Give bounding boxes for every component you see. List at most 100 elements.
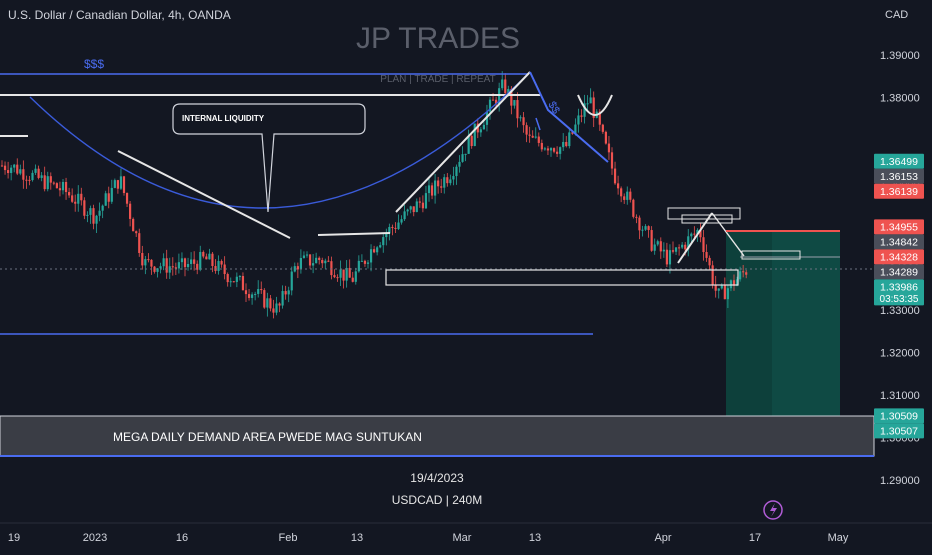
candle-body xyxy=(333,275,336,278)
candle-body xyxy=(434,180,437,196)
candle-body xyxy=(662,249,665,252)
candle-body xyxy=(610,152,614,169)
candle-body xyxy=(58,188,62,191)
candle-body xyxy=(321,259,324,264)
candle-body xyxy=(269,298,272,309)
candle-body xyxy=(168,266,171,273)
candle-body xyxy=(455,166,458,177)
time-axis[interactable]: 19 2023 16 Feb 13 Mar 13 Apr 17 May xyxy=(8,532,849,544)
x-tick-label: 16 xyxy=(176,532,188,544)
candle-body xyxy=(403,211,406,220)
candle-body xyxy=(659,241,662,252)
countdown-label: 03:53:35 xyxy=(880,294,919,305)
candle-body xyxy=(260,289,263,291)
candle-body xyxy=(711,265,714,285)
watermark-title: JP TRADES xyxy=(356,22,520,55)
candle-body xyxy=(397,222,400,229)
candle-body xyxy=(562,141,565,148)
candle-body xyxy=(77,193,80,204)
candle-body xyxy=(104,193,107,206)
candle-body xyxy=(315,257,318,264)
candle-body xyxy=(363,260,367,264)
entry-box xyxy=(741,250,801,260)
candle-body xyxy=(382,237,385,246)
candle-body xyxy=(583,103,586,117)
candle-body xyxy=(229,281,232,283)
candle-body xyxy=(601,124,604,132)
price-badge xyxy=(874,264,924,280)
candle-body xyxy=(379,245,382,248)
target-zone-inner xyxy=(726,232,772,416)
demand-zone-label: MEGA DAILY DEMAND AREA PWEDE MAG SUNTUKA… xyxy=(113,430,422,444)
candle-body xyxy=(443,177,446,188)
candle-body xyxy=(376,247,379,253)
candle-body xyxy=(232,281,235,283)
x-tick-label: 17 xyxy=(749,532,761,544)
x-tick-label: Feb xyxy=(279,532,298,544)
candle-body xyxy=(312,263,315,266)
inner-box xyxy=(681,214,733,224)
price-badge-label: 1.34955 xyxy=(880,221,918,233)
candle-body xyxy=(693,233,696,235)
price-badge-label: 1.36499 xyxy=(880,156,918,168)
candle-body xyxy=(702,237,705,253)
date-note: 19/4/2023 xyxy=(410,471,464,485)
candle-body xyxy=(620,188,623,197)
candle-body xyxy=(647,226,650,231)
candle-body xyxy=(113,180,116,188)
candle-body xyxy=(290,271,293,291)
x-tick-label: 19 xyxy=(8,532,20,544)
price-badge xyxy=(874,249,924,265)
candle-body xyxy=(360,260,363,262)
candle-body xyxy=(339,269,342,278)
candle-body xyxy=(293,266,296,272)
x-tick-label: 13 xyxy=(351,532,363,544)
candle-body xyxy=(479,129,482,133)
candle-body xyxy=(150,259,153,267)
candle-body xyxy=(49,176,52,183)
callout-label: INTERNAL LIQUIDITY xyxy=(182,114,265,123)
candle-body xyxy=(723,284,726,300)
candle-body xyxy=(193,259,196,264)
candle-body xyxy=(324,260,327,264)
candle-body xyxy=(327,260,330,262)
candle-body xyxy=(235,276,238,282)
candle-body xyxy=(577,115,580,125)
x-tick-label: 2023 xyxy=(83,532,107,544)
downtrend-line xyxy=(117,150,291,239)
alert-button[interactable] xyxy=(763,500,783,520)
candle-body xyxy=(68,192,71,196)
candle-body xyxy=(415,201,418,213)
liquidity-curve xyxy=(29,73,529,209)
flag-line-down xyxy=(711,212,745,257)
candle-body xyxy=(40,175,43,178)
candle-body xyxy=(34,168,37,173)
price-badge-label: 1.36139 xyxy=(880,186,918,198)
candle-body xyxy=(330,261,333,276)
candle-body xyxy=(159,266,162,269)
candle-body xyxy=(501,79,504,89)
candle-body xyxy=(129,203,132,219)
candle-body xyxy=(98,210,101,216)
candle-body xyxy=(629,191,632,200)
candle-body xyxy=(199,251,202,270)
candle-body xyxy=(720,284,723,289)
candle-body xyxy=(461,154,464,162)
candle-body xyxy=(708,257,711,266)
candle-body xyxy=(690,233,693,237)
candle-body xyxy=(678,247,681,249)
candle-body xyxy=(687,236,690,250)
candle-body xyxy=(498,88,501,105)
candle-body xyxy=(116,180,119,189)
candle-body xyxy=(644,226,647,230)
lightning-icon xyxy=(770,503,777,517)
candle-body xyxy=(604,131,607,144)
candle-body xyxy=(174,267,177,269)
candle-body xyxy=(427,185,431,194)
candle-body xyxy=(74,201,77,204)
pair-note: USDCAD | 240M xyxy=(392,493,482,507)
candle-body xyxy=(107,193,110,202)
candle-body xyxy=(83,200,86,216)
candle-body xyxy=(171,266,174,268)
